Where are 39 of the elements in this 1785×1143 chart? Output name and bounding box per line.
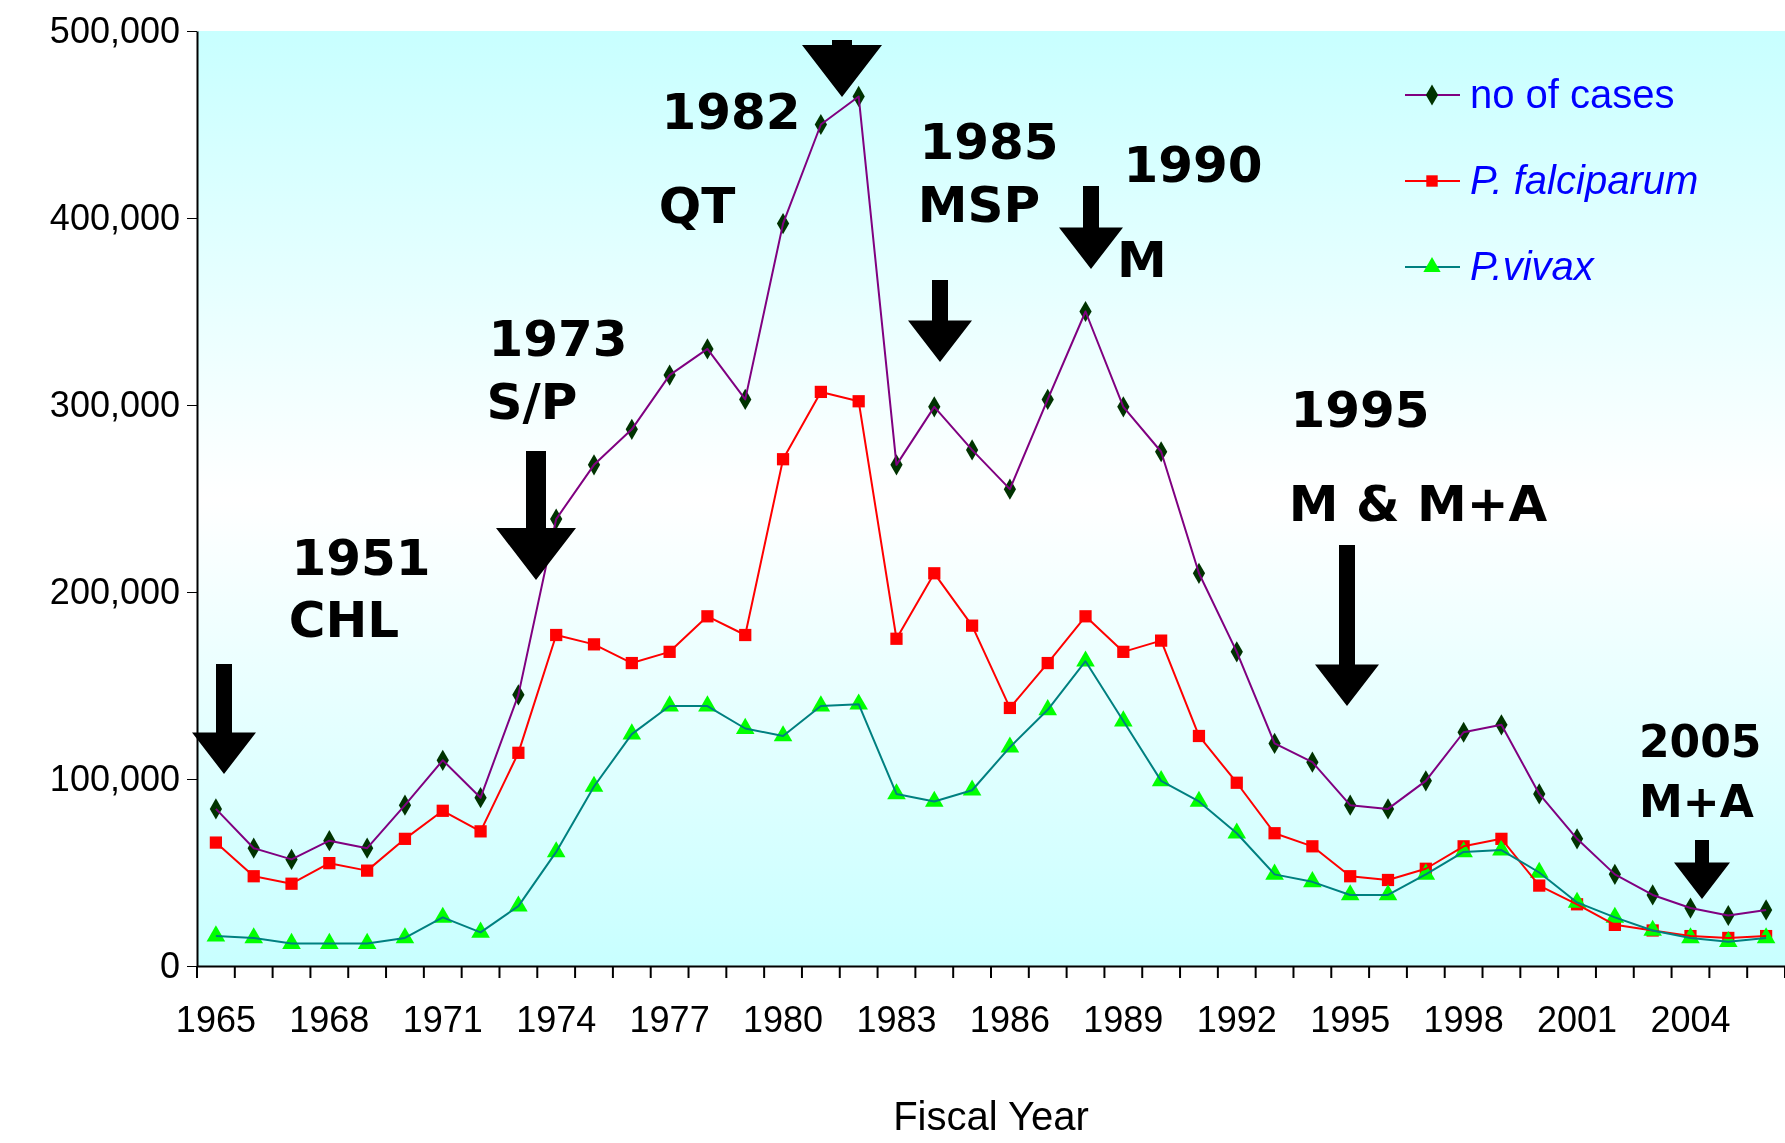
annotation: 1973 [488,310,628,368]
x-tick-label: 2004 [1650,998,1731,1040]
point [209,836,223,849]
y-tick-label: 300,000 [49,384,180,426]
annotation: 1951 [291,529,431,587]
x-tick-label: 1995 [1310,998,1391,1040]
annotation: 1995 [1290,381,1430,439]
x-tick-label: 1971 [402,998,483,1040]
annotation: CHL [288,591,400,649]
annotation: M+A [1639,776,1754,827]
annotation: S/P [486,373,578,431]
y-tick-label: 0 [159,945,180,987]
x-tick-label: 1986 [969,998,1050,1040]
x-tick-label: 1968 [289,998,370,1040]
x-tick-label: 1974 [516,998,597,1040]
x-axis-title: Fiscal Year [893,1094,1089,1138]
annotation: M [1117,231,1167,289]
x-tick-label: 2001 [1537,998,1618,1040]
annotation: QT [658,177,736,235]
x-tick-label: 1977 [629,998,710,1040]
annotation: 1985 [919,113,1059,171]
x-tick-label: 1980 [743,998,824,1040]
x-tick-label: 1965 [175,998,256,1040]
annotation: MSP [917,176,1041,234]
y-tick-label: 400,000 [49,197,180,239]
annotation: 2005 [1639,716,1762,767]
annotation: 1982 [661,83,801,141]
legend-label: P. falciparum [1470,158,1699,202]
annotation: M & M+A [1288,475,1548,533]
y-tick-label: 100,000 [49,758,180,800]
legend-label: no of cases [1470,72,1675,116]
x-tick-label: 1989 [1083,998,1164,1040]
annotation: 1990 [1123,136,1263,194]
x-tick-label: 1998 [1423,998,1504,1040]
x-tick-label: 1992 [1196,998,1277,1040]
y-tick-label: 200,000 [49,571,180,613]
x-tick-label: 1983 [856,998,937,1040]
y-tick-label: 500,000 [49,10,180,52]
legend-label: P.vivax [1470,244,1596,288]
